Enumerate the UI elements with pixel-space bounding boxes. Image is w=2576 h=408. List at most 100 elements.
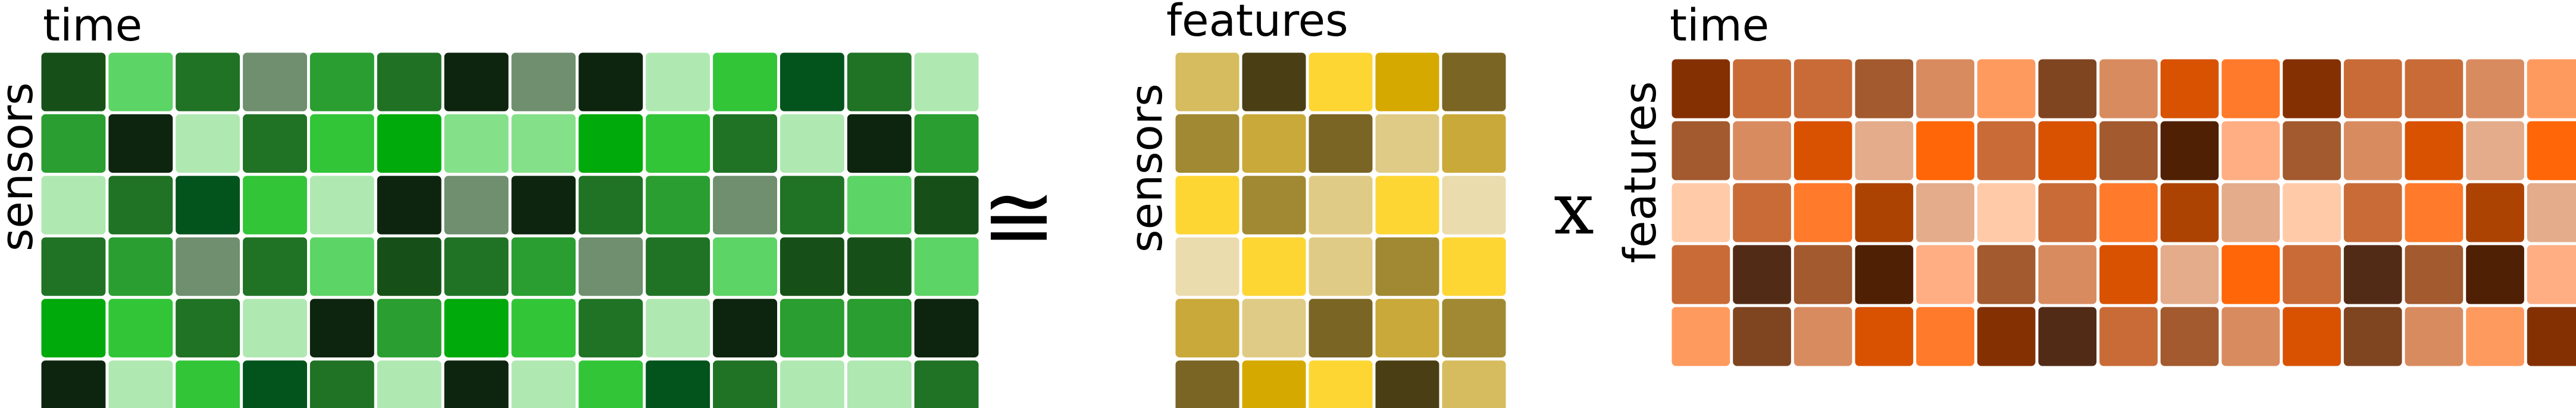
features-time-cell — [1916, 183, 1974, 242]
sensors-time-cell — [914, 176, 979, 235]
sensors-time-cell — [377, 52, 442, 111]
features-time-cell — [1794, 59, 1852, 119]
sensors-time-cell — [578, 360, 643, 408]
sensors-time-cell — [713, 298, 777, 358]
features-time-cell — [2038, 121, 2097, 180]
sensors-time-cell — [176, 298, 240, 358]
features-time-cell — [2160, 59, 2219, 119]
features-time-cell — [2283, 245, 2341, 304]
sensors-time-cell — [41, 360, 106, 408]
features-time-cell — [1672, 59, 1730, 119]
features-time-row-label: features — [1615, 81, 1666, 263]
sensors-time-cell — [780, 360, 844, 408]
sensors-features-cell — [1242, 114, 1306, 173]
sensors-features-cell — [1309, 176, 1373, 235]
features-time-cell — [1672, 245, 1730, 304]
sensors-time-cell — [41, 52, 106, 111]
sensors-features-cell — [1242, 237, 1306, 296]
features-time-cell — [2466, 307, 2524, 366]
features-time-cell — [1733, 121, 1791, 180]
sensors-time-cell — [377, 237, 442, 296]
sensors-time-cell — [309, 52, 374, 111]
sensors-time-cell — [176, 114, 240, 173]
sensors-time-cell — [646, 298, 710, 358]
sensors-time-cell — [511, 237, 576, 296]
sensors-time-col-label: time — [43, 0, 142, 51]
sensors-time-cell — [847, 176, 912, 235]
features-time-cell — [1672, 307, 1730, 366]
features-time-cell — [2343, 59, 2402, 119]
features-time-cell — [2221, 121, 2280, 180]
features-time-col-label: time — [1670, 0, 1769, 51]
sensors-time-cell — [309, 298, 374, 358]
sensors-time-cell — [914, 114, 979, 173]
sensors-time-cell — [108, 360, 173, 408]
features-time-cell — [1733, 245, 1791, 304]
sensors-time-cell — [444, 114, 509, 173]
features-time-cell — [2405, 59, 2464, 119]
sensors-time-cell — [646, 176, 710, 235]
features-time-cell — [2343, 121, 2402, 180]
features-time-cell — [2160, 121, 2219, 180]
sensors-time-cell — [847, 114, 912, 173]
sensors-features-cell — [1442, 176, 1506, 235]
sensors-time-cell — [377, 360, 442, 408]
sensors-features-cell — [1175, 52, 1240, 111]
sensors-time-cell — [646, 114, 710, 173]
features-time-cell — [2527, 59, 2576, 119]
sensors-time-cell — [511, 298, 576, 358]
sensors-time-cell — [914, 360, 979, 408]
sensors-time-cell — [444, 176, 509, 235]
sensors-time-cell — [578, 176, 643, 235]
features-time-cell — [1977, 183, 2036, 242]
features-time-cell — [2038, 245, 2097, 304]
features-time-cell — [2221, 183, 2280, 242]
features-time-cell — [2343, 307, 2402, 366]
sensors-time-cell — [914, 237, 979, 296]
sensors-time-cell — [578, 52, 643, 111]
sensors-time-row-label: sensors — [0, 82, 43, 251]
features-time-cell — [1855, 121, 1914, 180]
features-time-cell — [1977, 121, 2036, 180]
features-time-cell — [1977, 59, 2036, 119]
features-time-cell — [1672, 183, 1730, 242]
sensors-time-cell — [578, 114, 643, 173]
features-time-cell — [2099, 59, 2158, 119]
sensors-features-cell — [1175, 237, 1240, 296]
features-time-cell — [1794, 245, 1852, 304]
features-time-cell — [2527, 307, 2576, 366]
features-time-cell — [2038, 183, 2097, 242]
features-time-cell — [2405, 121, 2464, 180]
sensors-time-cell — [713, 237, 777, 296]
sensors-time-cell — [41, 176, 106, 235]
features-time-cell — [2283, 59, 2341, 119]
sensors-features-cell — [1442, 52, 1506, 111]
features-time-cell — [2099, 183, 2158, 242]
sensors-features-cell — [1309, 52, 1373, 111]
features-time-cell — [2283, 121, 2341, 180]
sensors-features-cell — [1175, 360, 1240, 408]
sensors-features-cell — [1242, 52, 1306, 111]
features-time-cell — [1916, 307, 1974, 366]
features-time-cell — [2527, 183, 2576, 242]
sensors-features-cell — [1375, 52, 1439, 111]
features-time-cell — [1916, 121, 1974, 180]
features-time-cell — [2283, 307, 2341, 366]
sensors-features-cell — [1175, 176, 1240, 235]
features-time-cell — [2466, 121, 2524, 180]
features-time-cell — [2038, 307, 2097, 366]
sensors-time-cell — [847, 237, 912, 296]
sensors-time-cell — [646, 360, 710, 408]
sensors-time-cell — [444, 360, 509, 408]
sensors-time-cell — [847, 52, 912, 111]
sensors-time-matrix: time sensors — [0, 0, 979, 408]
features-time-cell — [2099, 121, 2158, 180]
sensors-time-cell — [780, 237, 844, 296]
sensors-features-cell — [1242, 360, 1306, 408]
sensors-features-cell — [1309, 298, 1373, 358]
features-time-cell — [2343, 245, 2402, 304]
sensors-time-cell — [780, 176, 844, 235]
sensors-time-cell — [511, 52, 576, 111]
sensors-time-cell — [243, 176, 307, 235]
